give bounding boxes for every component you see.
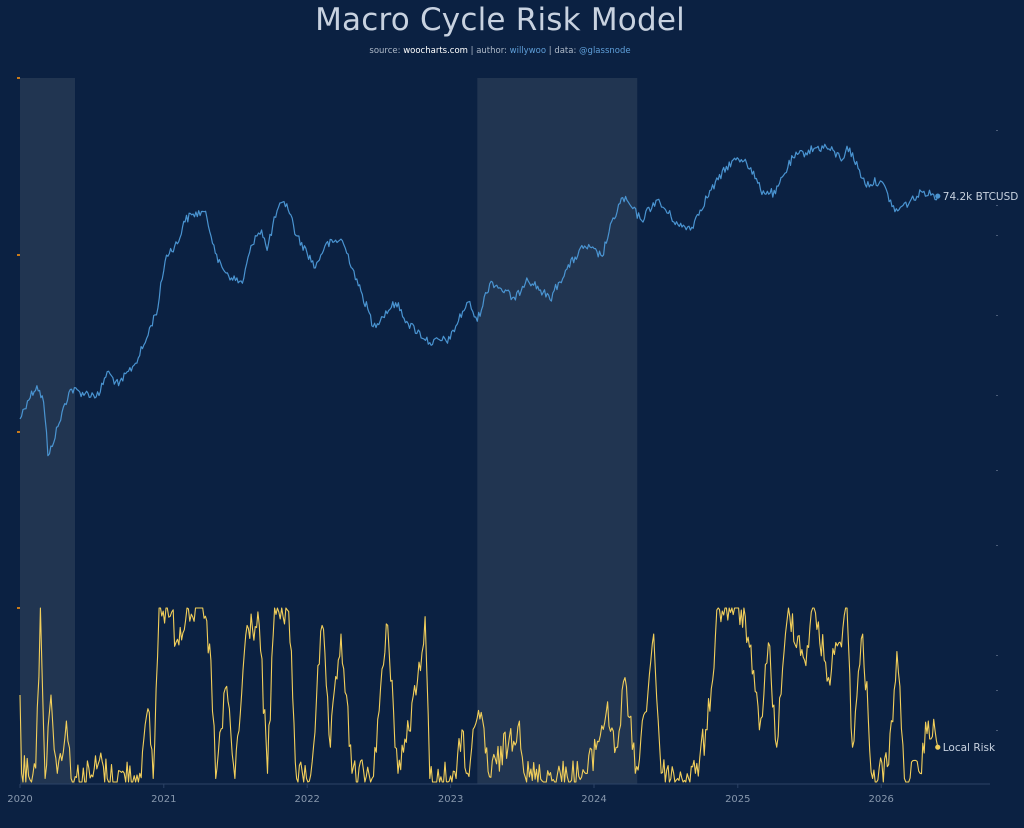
right-axis-tick [996,730,998,731]
author-separator: | author: [467,46,510,56]
x-tick-label: 2024 [581,794,606,805]
shaded-region-2 [477,78,638,784]
right-axis-tick [996,235,998,236]
btcusd-line [19,143,939,457]
right-axis-tick [996,545,998,546]
btcusd-series: 74.2k BTCUSD [19,143,1019,457]
x-tick-label: 2023 [438,794,463,805]
x-tick-label: 2022 [294,794,319,805]
x-tick-label: 2025 [725,794,750,805]
right-axis-tick [996,395,998,396]
x-tick-label: 2021 [151,794,176,805]
right-axis-tick [996,205,998,206]
btcusd-end-marker [935,193,941,199]
axis-tick-marks [17,77,998,731]
chart-title: Macro Cycle Risk Model [315,2,685,38]
x-axis: 2020 2021 2022 2023 2024 2025 2026 [7,783,990,805]
shaded-regions [20,78,638,784]
local-risk-series: Local Risk [19,607,996,783]
source-label: source: [369,46,404,56]
local-risk-line [19,607,939,783]
local-risk-end-marker [935,744,941,750]
left-axis-tick [17,77,20,79]
btcusd-end-label: 74.2k BTCUSD [943,191,1019,203]
shaded-region-1 [20,78,76,784]
right-axis-tick [996,655,998,656]
chart-subtitle: source: woocharts.com | author: willywoo… [0,46,1000,56]
local-risk-end-label: Local Risk [943,742,996,754]
left-axis-tick [17,254,20,256]
right-axis-tick [996,470,998,471]
x-tick-label: 2026 [868,794,893,805]
x-tick-label: 2020 [7,794,32,805]
author-link[interactable]: willywoo [509,46,547,56]
data-separator: | data: [546,46,580,56]
left-axis-tick [17,607,20,609]
left-axis-tick [17,431,20,433]
right-axis-tick [996,690,998,691]
right-axis-tick [996,315,998,316]
source-link[interactable]: woocharts.com [403,46,468,56]
data-source-link[interactable]: @glassnode [579,46,631,56]
right-axis-tick [996,130,998,131]
